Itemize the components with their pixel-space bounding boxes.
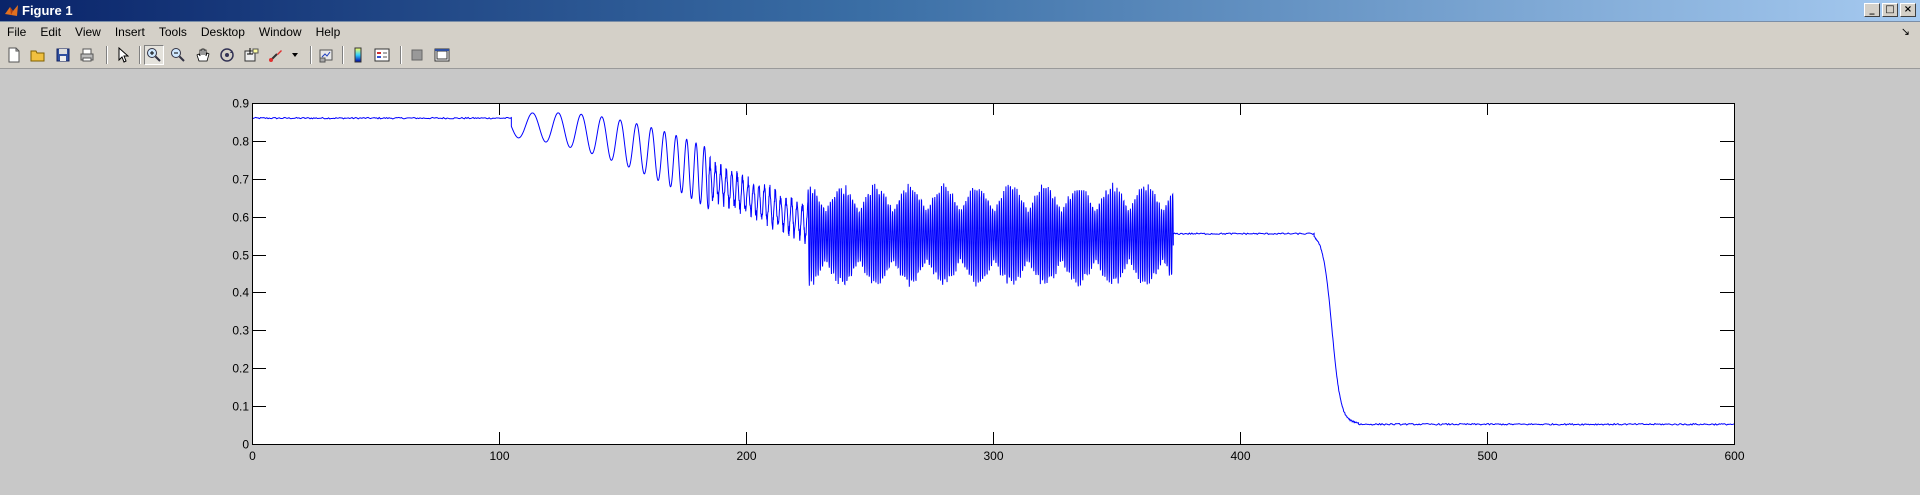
figure-canvas[interactable]: 0 100 200 300 400 500 600 0 0.1 0.2 0.3 0.4 0.5 0.6 0.…: [0, 69, 1920, 495]
menu-edit[interactable]: Edit: [32, 22, 67, 42]
show-plot-tools-button[interactable]: [432, 45, 452, 65]
open-file-button[interactable]: [28, 45, 48, 65]
y-tick-label: 0.3: [232, 324, 249, 338]
save-button[interactable]: [53, 45, 73, 65]
pan-hand-icon: [195, 47, 211, 63]
x-tick-label: 600: [1724, 449, 1744, 463]
new-figure-button[interactable]: [4, 45, 24, 65]
rotate-3d-icon: [219, 47, 235, 63]
link-plot-button[interactable]: [316, 45, 336, 65]
y-tick-label: 0.5: [232, 249, 249, 263]
x-tick-label: 400: [1230, 449, 1250, 463]
y-tick-label: 0.4: [232, 286, 249, 300]
link-plot-icon: [318, 47, 334, 63]
colorbar-icon: [352, 47, 364, 63]
zoom-out-icon: [170, 47, 186, 63]
y-tick-label: 0.8: [232, 135, 249, 149]
y-tick-label: 0.9: [232, 97, 249, 111]
zoom-in-button[interactable]: [144, 45, 164, 65]
minimize-button[interactable]: _: [1864, 3, 1880, 17]
data-cursor-icon: [243, 47, 259, 63]
dock-figure-icon[interactable]: ↘: [1901, 25, 1910, 38]
menu-insert[interactable]: Insert: [107, 22, 151, 42]
close-button[interactable]: ×: [1900, 3, 1916, 17]
menu-file[interactable]: File: [0, 22, 32, 42]
menu-bar: File Edit View Insert Tools Desktop Wind…: [0, 22, 1920, 42]
axes-background[interactable]: [252, 103, 1734, 444]
data-cursor-button[interactable]: [241, 45, 261, 65]
brush-dropdown-button[interactable]: [290, 45, 300, 65]
legend-icon: [374, 47, 390, 63]
print-button[interactable]: [77, 45, 97, 65]
zoom-out-button[interactable]: [168, 45, 188, 65]
maximize-button[interactable]: □: [1882, 3, 1898, 17]
menu-tools[interactable]: Tools: [151, 22, 193, 42]
figure-toolbar: [0, 42, 1920, 69]
edit-plot-arrow-icon: [117, 47, 129, 63]
print-icon: [79, 48, 95, 62]
brush-button[interactable]: [266, 45, 286, 65]
x-tick-label: 100: [489, 449, 509, 463]
menu-desktop[interactable]: Desktop: [193, 22, 251, 42]
x-tick-label: 500: [1477, 449, 1497, 463]
edit-plot-button[interactable]: [113, 45, 133, 65]
y-tick-label: 0.2: [232, 362, 249, 376]
y-tick-label: 0.7: [232, 173, 249, 187]
new-figure-icon: [7, 47, 21, 63]
legend-button[interactable]: [372, 45, 392, 65]
hide-plot-tools-icon: [410, 48, 424, 62]
menu-window[interactable]: Window: [251, 22, 308, 42]
hide-plot-tools-button[interactable]: [407, 45, 427, 65]
menu-view[interactable]: View: [67, 22, 107, 42]
show-plot-tools-icon: [434, 48, 450, 62]
title-bar[interactable]: Figure 1 _ □ ×: [0, 0, 1920, 22]
plot-svg[interactable]: 0 100 200 300 400 500 600 0 0.1 0.2 0.3 0.4 0.5 0.6 0.…: [0, 69, 1920, 495]
zoom-in-icon: [146, 47, 162, 63]
brush-dropdown-icon: [291, 52, 299, 58]
y-tick-label: 0: [242, 438, 249, 452]
x-tick-label: 200: [736, 449, 756, 463]
open-file-icon: [30, 48, 46, 62]
x-tick-label: 300: [983, 449, 1003, 463]
colorbar-button[interactable]: [348, 45, 368, 65]
x-tick-label: 0: [249, 449, 256, 463]
matlab-logo-icon: [4, 3, 19, 18]
window-title: Figure 1: [22, 3, 73, 18]
menu-help[interactable]: Help: [308, 22, 347, 42]
y-tick-label: 0.1: [232, 400, 249, 414]
save-icon: [56, 48, 70, 62]
rotate-3d-button[interactable]: [217, 45, 237, 65]
brush-icon: [268, 47, 284, 63]
pan-button[interactable]: [193, 45, 213, 65]
y-tick-label: 0.6: [232, 211, 249, 225]
